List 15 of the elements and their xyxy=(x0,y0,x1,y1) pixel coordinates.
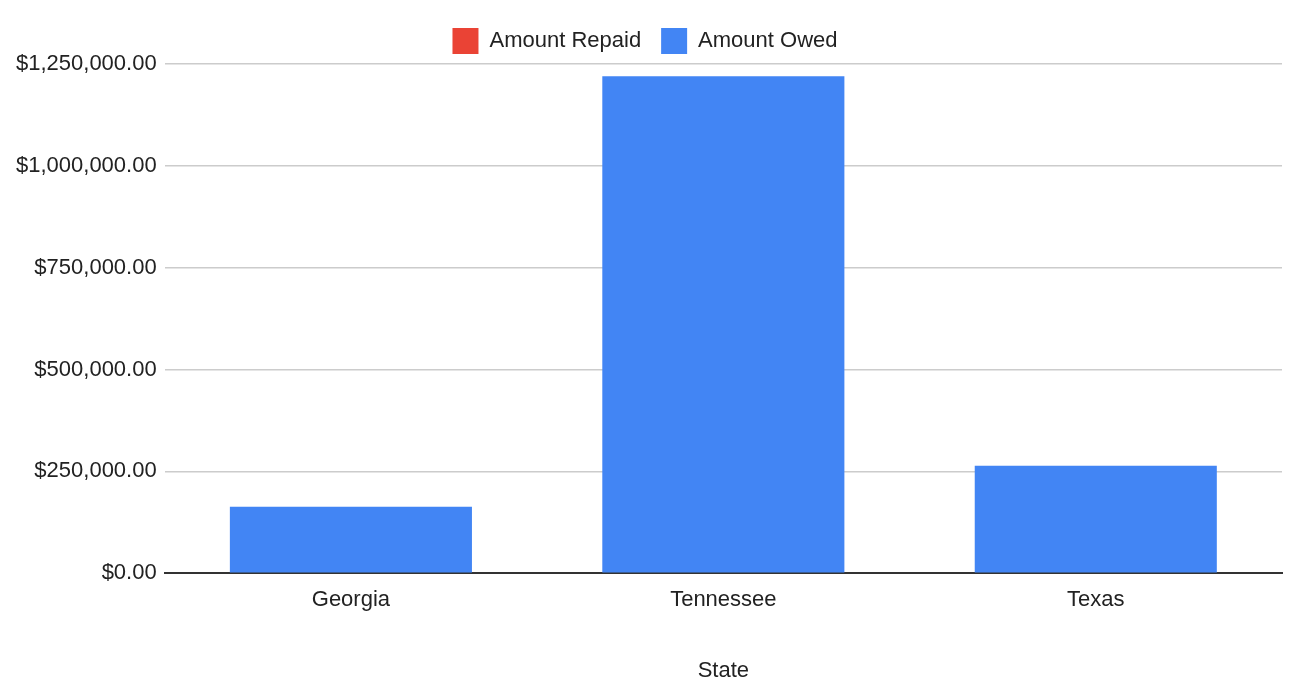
y-tick-label: $750,000.00 xyxy=(34,253,157,279)
y-tick-label: $250,000.00 xyxy=(34,457,157,483)
bar xyxy=(229,506,472,573)
x-axis-title: State xyxy=(697,656,750,682)
legend-label: Amount Repaid xyxy=(489,27,642,53)
x-tick-label: Georgia xyxy=(311,586,391,612)
y-tick-label: $1,000,000.00 xyxy=(15,151,157,177)
x-tick-label: Tennessee xyxy=(670,586,777,612)
bar xyxy=(602,76,845,573)
legend-label: Amount Owed xyxy=(698,27,838,53)
y-tick-label: $1,250,000.00 xyxy=(15,50,157,76)
x-tick-label: Texas xyxy=(1067,586,1125,612)
y-tick-label: $0.00 xyxy=(101,559,157,585)
y-tick-label: $500,000.00 xyxy=(34,355,157,381)
bar xyxy=(974,465,1217,573)
